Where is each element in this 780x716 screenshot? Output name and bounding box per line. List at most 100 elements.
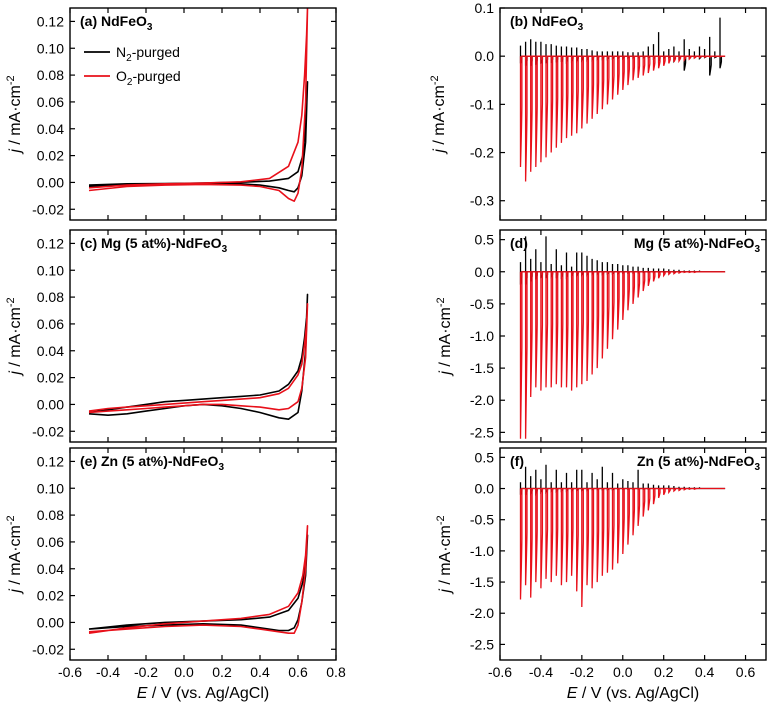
y-tick-label: -0.1 bbox=[470, 96, 494, 112]
y-tick-label: 0.00 bbox=[37, 174, 64, 190]
x-tick-label: 0.4 bbox=[250, 664, 270, 680]
panel-title: (a) NdFeO3 bbox=[80, 13, 153, 33]
y-tick-label: 0.02 bbox=[37, 588, 64, 604]
y-tick-label: 0.02 bbox=[37, 370, 64, 386]
y-axis-label: j / mA·cm-2 bbox=[5, 297, 24, 376]
y-tick-label: -0.2 bbox=[470, 145, 494, 161]
x-axis-label: E / V (vs. Ag/AgCl) bbox=[567, 685, 699, 702]
plot-area bbox=[88, 8, 309, 202]
series-o2-trace bbox=[519, 55, 726, 182]
x-tick-label: 0.6 bbox=[736, 664, 756, 680]
y-axis-label: j / mA·cm-2 bbox=[435, 297, 454, 376]
x-tick-label: -0.4 bbox=[529, 664, 553, 680]
y-tick-label: -2.0 bbox=[470, 392, 494, 408]
y-tick-label: -1.5 bbox=[470, 574, 494, 590]
plot-area bbox=[88, 293, 309, 420]
y-axis-label: j / mA·cm-2 bbox=[435, 515, 454, 594]
axes-frame bbox=[69, 447, 337, 661]
y-tick-label: 0.1 bbox=[475, 0, 495, 16]
y-tick-label: 0.04 bbox=[37, 343, 64, 359]
panel-title: (d) bbox=[510, 235, 528, 251]
y-tick-label: -2.5 bbox=[470, 424, 494, 440]
plot-area bbox=[519, 464, 726, 608]
x-tick-label: -0.2 bbox=[570, 664, 594, 680]
panel-title: (c) Mg (5 at%)-NdFeO3 bbox=[80, 235, 228, 255]
y-tick-label: -1.5 bbox=[470, 360, 494, 376]
x-tick-label: -0.6 bbox=[488, 664, 512, 680]
panel-b: -0.3 -0.2 -0.1 0.0 0.1 j / mA·cm-2 (b) NdFeO3 bbox=[429, 0, 767, 221]
axes-frame bbox=[69, 7, 337, 221]
y-tick-label: -0.02 bbox=[32, 641, 64, 657]
axes-frame bbox=[69, 229, 337, 443]
y-tick-label: 0.0 bbox=[475, 264, 495, 280]
y-tick-label: 0.00 bbox=[37, 396, 64, 412]
series-o2-curve bbox=[88, 8, 309, 202]
x-tick-label: -0.2 bbox=[134, 664, 158, 680]
y-tick-label: 0.12 bbox=[37, 453, 64, 469]
plot-area bbox=[519, 17, 726, 182]
x-tick-label: 0.2 bbox=[212, 664, 232, 680]
y-tick-label: 0.04 bbox=[37, 121, 64, 137]
y-tick-label: 0.08 bbox=[37, 67, 64, 83]
y-tick-label: -0.02 bbox=[32, 423, 64, 439]
y-tick-label: 0.04 bbox=[37, 561, 64, 577]
legend-label-o2: O2-purged bbox=[116, 68, 181, 88]
y-tick-label: 0.06 bbox=[37, 534, 64, 550]
panel-f: -2.5 -2.0 -1.5 -1.0 -0.5 0.0 0.5 -0.6 -0.4 -0.2 0.… bbox=[435, 447, 767, 702]
y-tick-label: 0.5 bbox=[475, 232, 495, 248]
y-tick-label: -0.5 bbox=[470, 296, 494, 312]
panel-e: -0.02 0.00 0.02 0.04 0.06 0.08 0.10 0.12 -0.6 -0.… bbox=[5, 447, 346, 702]
x-tick-label: 0.0 bbox=[174, 664, 194, 680]
series-n2-curve bbox=[88, 534, 309, 632]
y-tick-label: 0.08 bbox=[37, 507, 64, 523]
axes-frame bbox=[499, 7, 767, 221]
series-o2-curve bbox=[88, 303, 309, 414]
panel-c: -0.02 0.00 0.02 0.04 0.06 0.08 0.10 0.12 j / mA·… bbox=[5, 229, 337, 443]
y-tick-label: 0.06 bbox=[37, 94, 64, 110]
panel-title-material: Zn (5 at%)-NdFeO3 bbox=[637, 453, 760, 473]
y-tick-label: -2.5 bbox=[470, 636, 494, 652]
y-tick-label: 0.0 bbox=[475, 481, 495, 497]
legend-label-n2: N2-purged bbox=[116, 44, 180, 64]
panel-title: (b) NdFeO3 bbox=[510, 13, 584, 33]
series-o2-curve bbox=[88, 525, 309, 634]
plot-area bbox=[88, 525, 309, 634]
plot-area bbox=[519, 236, 726, 439]
series-o2-trace bbox=[519, 271, 726, 439]
series-o2-trace bbox=[519, 487, 726, 608]
y-tick-label: 0.0 bbox=[475, 48, 495, 64]
y-axis-label: j / mA·cm-2 bbox=[429, 75, 448, 154]
y-tick-label: 0.02 bbox=[37, 148, 64, 164]
y-tick-label: 0.10 bbox=[37, 40, 64, 56]
y-tick-label: -2.0 bbox=[470, 605, 494, 621]
y-tick-label: 0.08 bbox=[37, 289, 64, 305]
y-tick-label: -0.3 bbox=[470, 193, 494, 209]
axes-frame bbox=[499, 447, 767, 661]
legend: N2-purged O2-purged bbox=[84, 44, 181, 88]
x-tick-label: -0.4 bbox=[96, 664, 120, 680]
y-tick-label: 0.10 bbox=[37, 262, 64, 278]
x-tick-label: -0.6 bbox=[58, 664, 82, 680]
x-tick-label: 0.0 bbox=[613, 664, 633, 680]
y-tick-label: 0.00 bbox=[37, 614, 64, 630]
panel-title-material: Mg (5 at%)-NdFeO3 bbox=[634, 235, 761, 255]
x-tick-label: 0.4 bbox=[695, 664, 715, 680]
panel-d: -2.5 -2.0 -1.5 -1.0 -0.5 0.0 0.5 j / mA·cm-2 (d)… bbox=[435, 229, 767, 443]
y-tick-label: 0.06 bbox=[37, 316, 64, 332]
x-axis-label: E / V (vs. Ag/AgCl) bbox=[137, 685, 269, 702]
x-tick-label: 0.6 bbox=[288, 664, 308, 680]
panel-title: (f) bbox=[510, 453, 524, 469]
y-tick-label: 0.12 bbox=[37, 235, 64, 251]
y-tick-label: -1.0 bbox=[470, 328, 494, 344]
y-tick-label: -0.02 bbox=[32, 201, 64, 217]
y-axis-label: j / mA·cm-2 bbox=[5, 515, 24, 594]
y-tick-label: -1.0 bbox=[470, 543, 494, 559]
axes-frame bbox=[499, 229, 767, 443]
y-axis-label: j / mA·cm-2 bbox=[5, 75, 24, 154]
y-tick-label: 0.5 bbox=[475, 449, 495, 465]
series-n2-curve bbox=[88, 293, 309, 420]
y-tick-label: 0.12 bbox=[37, 13, 64, 29]
panel-a: -0.02 0.00 0.02 0.04 0.06 0.08 0.10 0.12 j / mA·… bbox=[5, 7, 337, 221]
y-tick-label: -0.5 bbox=[470, 512, 494, 528]
